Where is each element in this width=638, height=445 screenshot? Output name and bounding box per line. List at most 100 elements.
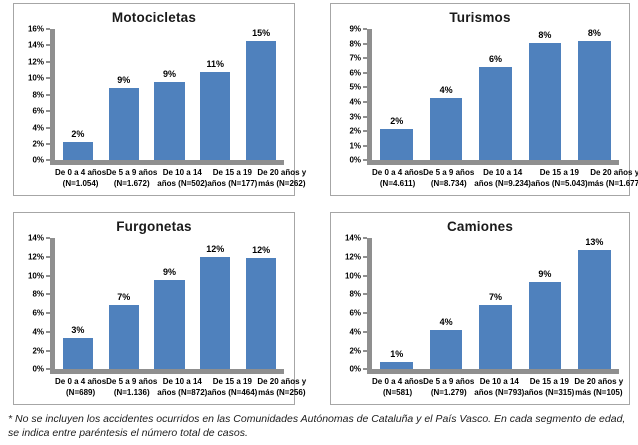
y-axis-label: 6% — [32, 308, 44, 318]
bar-slot: 7% — [101, 238, 147, 370]
plot-area: 3% 7% 9% 12% 12% — [55, 238, 284, 375]
y-axis-label: 2% — [32, 346, 44, 356]
x-axis-label-line: De 20 años y — [257, 377, 307, 387]
bar-slot: 2% — [372, 29, 421, 161]
chart-area: 14% 12% 10% 8% 6% 4% 2% 0% 1% 4% 7% 9% 13% De 0 a 4 a… — [331, 234, 629, 404]
bar-value-label: 15% — [252, 28, 271, 38]
bar — [380, 129, 413, 161]
x-axis-label-line: De 10 a 14 — [162, 377, 202, 387]
x-axis-label: De 15 a 19 años (N=464) — [207, 377, 257, 399]
bar-slot: 15% — [238, 28, 284, 161]
bar-slot: 12% — [192, 238, 238, 370]
chart-body: 9% 8% 7% 6% 5% 4% 3% 2% 1% 0% 2% 4% 6% 8% 8% — [337, 25, 619, 166]
y-axis-label: 10% — [344, 271, 361, 281]
y-axis-tick — [46, 274, 50, 277]
bar-slot: 4% — [421, 238, 470, 370]
bar-value-label: 9% — [538, 269, 552, 280]
bar — [245, 41, 277, 161]
y-axis-label: 0% — [32, 364, 44, 374]
y-axis-label: 12% — [27, 57, 44, 67]
x-axis-label-line: más (N=256) — [258, 388, 306, 398]
y-axis-label: 12% — [344, 252, 361, 262]
y-axis: 14% 12% 10% 8% 6% 4% 2% 0% — [337, 234, 367, 374]
y-axis-tick — [46, 159, 50, 162]
y-axis-label: 4% — [349, 97, 361, 107]
x-axis-label-line: De 10 a 14 — [483, 168, 523, 178]
bar-value-label: 4% — [439, 316, 453, 327]
bar — [200, 71, 231, 161]
x-axis-label-line: De 5 a 9 años — [423, 168, 475, 178]
bar-value-label: 2% — [71, 129, 85, 140]
y-axis-label: 10% — [27, 73, 44, 83]
y-axis-tick — [46, 110, 50, 113]
x-axis-label-line: De 0 a 4 años — [372, 168, 424, 178]
chart-body: 14% 12% 10% 8% 6% 4% 2% 0% 1% 4% 7% 9% 13% — [337, 234, 619, 375]
y-axis-tick — [363, 349, 367, 352]
x-axis-label-line: De 15 a 19 — [212, 377, 252, 387]
y-axis-label: 10% — [27, 271, 44, 281]
x-axis-label-line: años (N=872) — [157, 388, 208, 398]
x-axis-label: De 5 a 9 años (N=8.734) — [423, 168, 474, 190]
bar-value-label: 3% — [71, 324, 85, 335]
y-axis-label: 3% — [349, 112, 361, 122]
y-axis-tick — [46, 142, 50, 145]
bar-slot: 3% — [55, 238, 101, 370]
x-axis-label: De 20 años y más (N=1.677) — [588, 168, 638, 190]
x-axis-label-line: De 5 a 9 años — [423, 377, 475, 387]
bar-slot: 4% — [421, 29, 470, 161]
y-axis-label: 6% — [349, 308, 361, 318]
y-axis-tick — [46, 126, 50, 129]
chart-panel-turismos: Turismos 9% 8% 7% 6% 5% 4% 3% 2% 1% 0% 2% 4% 6% 8% 8% D… — [330, 3, 638, 196]
bar-value-label: 4% — [439, 84, 453, 95]
x-axis-label-line: De 10 a 14 — [479, 377, 519, 387]
x-axis-label: De 10 a 14 años (N=872) — [157, 377, 207, 399]
x-axis-label-line: (N=1.054) — [62, 179, 99, 189]
x-axis-label: De 10 a 14 años (N=9.234) — [474, 168, 531, 190]
bar-slot: 9% — [147, 29, 193, 161]
bar-slot: 11% — [192, 29, 238, 161]
y-axis-tick — [363, 130, 367, 133]
y-axis-tick — [363, 368, 367, 371]
y-axis: 9% 8% 7% 6% 5% 4% 3% 2% 1% 0% — [337, 25, 367, 165]
y-axis-label: 8% — [349, 289, 361, 299]
bar — [154, 82, 185, 161]
y-axis-wall — [367, 29, 372, 166]
y-axis-label: 14% — [27, 40, 44, 50]
x-axis-label-line: De 15 a 19 — [212, 168, 252, 178]
bar — [429, 329, 463, 370]
y-axis-label: 0% — [32, 155, 44, 165]
x-axis-label-line: De 20 años y — [590, 168, 638, 178]
x-axis-label-line: De 5 a 9 años — [106, 168, 158, 178]
y-axis-tick — [46, 237, 50, 239]
y-axis-label: 12% — [27, 252, 44, 262]
y-axis-tick — [363, 237, 367, 239]
y-axis-label: 8% — [32, 90, 44, 100]
x-axis-label-line: De 0 a 4 años — [55, 168, 107, 178]
y-axis-label: 2% — [349, 126, 361, 136]
x-axis-label-line: años (N=793) — [474, 388, 525, 398]
x-axis-label-line: años (N=502) — [157, 179, 208, 189]
y-axis-label: 14% — [27, 233, 44, 243]
y-axis-tick — [46, 330, 50, 333]
chart-panel-motocicletas: Motocicletas 16% 14% 12% 10% 8% 6% 4% 2% 0% 2% 9% 9… — [13, 3, 306, 196]
chart-title: Turismos — [449, 10, 511, 25]
bar-value-label: 9% — [162, 69, 176, 80]
y-axis-tick — [363, 159, 367, 162]
footnote: * No se incluyen los accidentes ocurrido… — [8, 413, 626, 440]
y-axis-tick — [363, 330, 367, 333]
bar-slot: 13% — [570, 238, 619, 370]
x-axis-label-line: (N=4.611) — [379, 179, 416, 189]
bar-value-label: 6% — [489, 53, 503, 64]
x-axis-labels: De 0 a 4 años (N=689) De 5 a 9 años (N=1.13… — [20, 377, 306, 399]
bar — [528, 282, 562, 370]
y-axis-label: 7% — [349, 53, 361, 63]
y-axis-label: 1% — [349, 141, 361, 151]
y-axis-tick — [363, 86, 367, 89]
x-axis-label: De 5 a 9 años (N=1.672) — [106, 168, 157, 190]
chart-panel-furgonetas: Furgonetas 14% 12% 10% 8% 6% 4% 2% 0% 3% 7% 9% 12% 1… — [13, 212, 306, 405]
bar-slot: 9% — [147, 238, 193, 370]
x-axis-label-line: De 5 a 9 años — [106, 377, 158, 387]
bar-value-label: 9% — [162, 267, 176, 278]
y-axis-label: 2% — [349, 346, 361, 356]
bar-slot: 8% — [570, 29, 619, 161]
